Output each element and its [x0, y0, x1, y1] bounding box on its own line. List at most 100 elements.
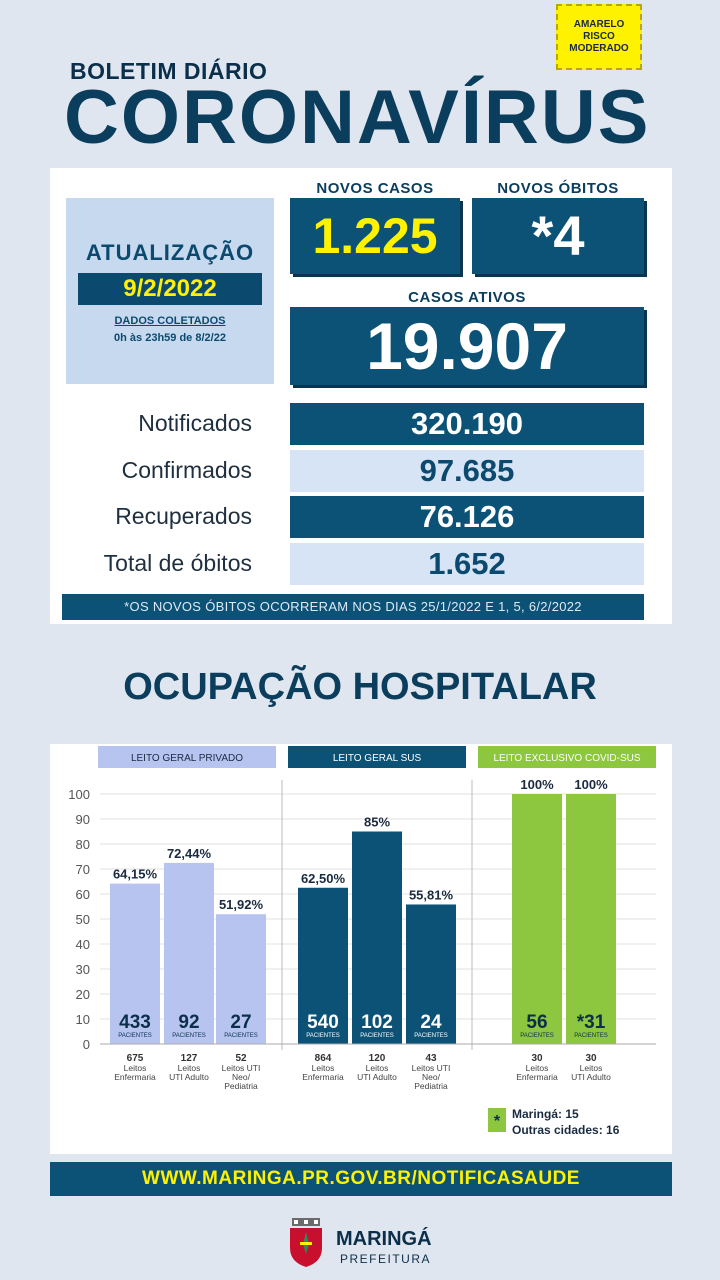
bar-beds-desc: Leitos [312, 1063, 335, 1073]
bar-beds-count: 43 [425, 1053, 437, 1064]
risk-line-1: AMARELO [573, 19, 625, 30]
hospital-occupancy-chart: 0 10 20 30 40 50 60 70 80 90 100 LEITO GERAL PRIVAD… [68, 746, 656, 1137]
bar-pct-label: 85% [364, 815, 390, 830]
risk-line-3: MODERADO [569, 43, 629, 54]
update-title: ATUALIZAÇÃO [85, 240, 255, 265]
y-tick-label: 20 [76, 987, 90, 1002]
y-tick-label: 30 [76, 962, 90, 977]
bar-beds-count: 127 [181, 1053, 198, 1064]
bar-beds-desc: Leitos [366, 1063, 389, 1073]
bar-pct-label: 100% [574, 777, 608, 792]
bar [352, 831, 402, 1044]
legend-marker [488, 1108, 506, 1132]
y-tick-label: 40 [76, 937, 90, 952]
bar-patients-count: 540 [307, 1012, 339, 1033]
group-header [478, 746, 656, 768]
y-tick-label: 10 [76, 1012, 90, 1027]
group-header-label: LEITO GERAL SUS [333, 753, 422, 764]
novos-obitos-value: *4 [472, 198, 644, 274]
casos-ativos-value: 19.907 [290, 307, 644, 385]
bar-beds-count: 30 [531, 1053, 543, 1064]
group-header-label: LEITO EXCLUSIVO COVID-SUS [493, 753, 640, 764]
bar [164, 862, 214, 1044]
bar-pct-label: 100% [520, 777, 554, 792]
bar-pct-label: 55,81% [409, 887, 454, 902]
y-tick-label: 0 [83, 1037, 90, 1052]
stat-label-confirmados: Confirmados [121, 457, 252, 483]
y-tick-label: 100 [68, 787, 90, 802]
bar-patients-count: 24 [420, 1012, 442, 1033]
update-date: 9/2/2022 [78, 273, 262, 305]
y-tick-label: 80 [76, 837, 90, 852]
risk-badge: AMARELO RISCO MODERADO [556, 4, 642, 70]
group-header-label: LEITO GERAL PRIVADO [131, 753, 243, 764]
obitos-note: *OS NOVOS ÓBITOS OCORRERAM NOS DIAS 25/1… [62, 594, 644, 620]
casos-ativos-label: CASOS ATIVOS [408, 289, 526, 306]
bar-beds-desc: Leitos UTI [412, 1063, 451, 1073]
bar-beds-count: 864 [315, 1053, 332, 1064]
footer-url-link[interactable]: WWW.MARINGA.PR.GOV.BR/NOTIFICASAUDE [50, 1162, 672, 1196]
bar-pct-label: 62,50% [301, 871, 346, 886]
bar-patients-count: *31 [577, 1012, 606, 1033]
bar-beds-desc: Leitos [526, 1063, 549, 1073]
bar [566, 794, 616, 1044]
bar-pct-label: 64,15% [113, 867, 158, 882]
bar-patients-label: PACIENTES [414, 1033, 448, 1039]
bar-beds-desc: Neo/ [422, 1072, 441, 1082]
boletim-label: BOLETIM DIÁRIO [70, 58, 268, 84]
y-tick-label: 50 [76, 912, 90, 927]
bar [512, 794, 562, 1044]
footer-city-sub: PREFEITURA [340, 1252, 432, 1266]
risk-line-2: RISCO [583, 31, 615, 42]
ocupacao-title: OCUPAÇÃO HOSPITALAR [123, 666, 597, 708]
bar-pct-label: 72,44% [167, 846, 212, 861]
stat-label-obitos: Total de óbitos [103, 550, 252, 576]
bar [298, 887, 348, 1044]
bar-beds-desc: Neo/ [232, 1072, 251, 1082]
bar-patients-label: PACIENTES [306, 1033, 340, 1039]
bar-patients-label: PACIENTES [224, 1033, 258, 1039]
bar-beds-desc: Leitos [580, 1063, 603, 1073]
stat-value-notificados: 320.190 [290, 403, 644, 445]
novos-obitos-label: NOVOS ÓBITOS [497, 180, 619, 197]
stat-value-recuperados: 76.126 [290, 496, 644, 538]
y-tick-label: 60 [76, 887, 90, 902]
bar-patients-label: PACIENTES [360, 1033, 394, 1039]
bar [216, 914, 266, 1044]
novos-casos-value: 1.225 [290, 198, 460, 274]
bar [110, 883, 160, 1044]
page-title: CORONAVÍRUS [64, 75, 651, 160]
stat-label-notificados: Notificados [138, 410, 252, 436]
bar-patients-count: 102 [361, 1012, 393, 1033]
bar-patients-count: 27 [230, 1012, 251, 1033]
bar-beds-count: 52 [235, 1053, 247, 1064]
bar-beds-desc: Leitos [178, 1063, 201, 1073]
legend-line-1: Maringá: 15 [512, 1107, 579, 1121]
stat-value-confirmados: 97.685 [290, 450, 644, 492]
collected-period: 0h às 23h59 de 8/2/22 [114, 332, 226, 344]
bar-beds-desc: UTI Adulto [571, 1072, 611, 1082]
group-header [98, 746, 276, 768]
novos-casos-label: NOVOS CASOS [316, 180, 434, 197]
bar-beds-desc: UTI Adulto [169, 1072, 209, 1082]
collected-label: DADOS COLETADOS [114, 315, 226, 327]
footer-city-name: MARINGÁ [336, 1228, 432, 1250]
bar-beds-desc: Pediatria [224, 1081, 258, 1091]
bar-beds-desc: Enfermaria [302, 1072, 344, 1082]
maringa-crest-icon [290, 1218, 322, 1267]
bar-patients-label: PACIENTES [574, 1033, 608, 1039]
bar-beds-desc: Pediatria [414, 1081, 448, 1091]
group-header [288, 746, 466, 768]
bar-beds-desc: Enfermaria [516, 1072, 558, 1082]
bar-beds-desc: Leitos [124, 1063, 147, 1073]
bar-beds-count: 30 [585, 1053, 597, 1064]
y-tick-label: 70 [76, 862, 90, 877]
bar-beds-count: 120 [369, 1053, 386, 1064]
bar-patients-label: PACIENTES [520, 1033, 554, 1039]
bar [406, 904, 456, 1044]
bar-patients-label: PACIENTES [118, 1033, 152, 1039]
bar-patients-count: 92 [178, 1012, 199, 1033]
legend-line-2: Outras cidades: 16 [512, 1123, 620, 1137]
y-tick-label: 90 [76, 812, 90, 827]
bar-patients-label: PACIENTES [172, 1033, 206, 1039]
